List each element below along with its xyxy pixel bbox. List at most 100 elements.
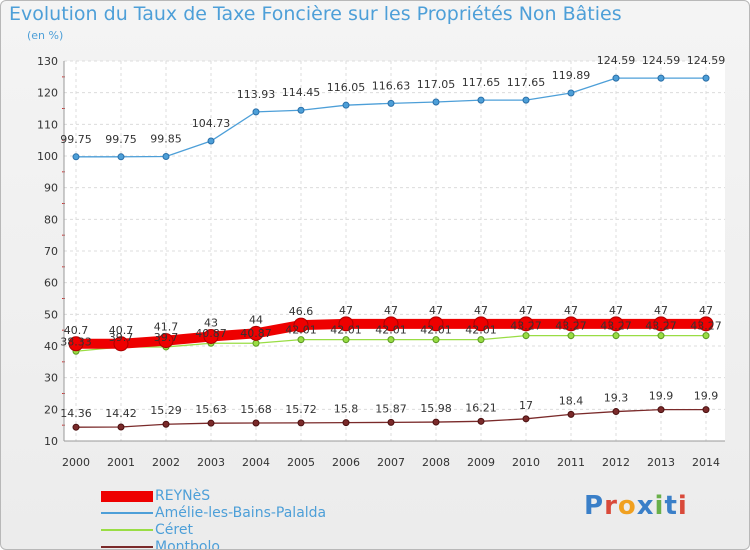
data-label-am-lie-les-bains-palalda: 113.93 (237, 88, 276, 101)
data-point-am-lie-les-bains-palalda (252, 108, 260, 116)
y-tick-label: 60 (44, 277, 58, 290)
y-tick-label: 70 (44, 245, 58, 258)
data-label-c-ret: 42.01 (375, 324, 407, 337)
x-tick-label: 2004 (242, 456, 270, 469)
data-label-am-lie-les-bains-palalda: 116.05 (327, 81, 366, 94)
data-label-reyn-s: 47 (654, 304, 668, 317)
data-label-c-ret: 39.7 (154, 331, 179, 344)
data-point-am-lie-les-bains-palalda (567, 89, 575, 97)
x-tick-label: 2008 (422, 456, 450, 469)
data-point-reyn-s (158, 333, 174, 349)
legend-label: Céret (155, 522, 193, 538)
data-label-montbolo: 14.42 (105, 407, 137, 420)
data-label-c-ret: 43.27 (645, 320, 677, 333)
data-point-c-ret (432, 336, 440, 344)
data-point-montbolo (522, 415, 530, 423)
data-label-am-lie-les-bains-palalda: 99.75 (105, 133, 137, 146)
data-label-montbolo: 14.36 (60, 407, 92, 420)
data-label-montbolo: 15.98 (420, 402, 452, 415)
data-point-am-lie-les-bains-palalda (657, 74, 665, 82)
data-label-c-ret: 42.01 (420, 324, 452, 337)
data-point-montbolo (387, 418, 395, 426)
data-point-c-ret (702, 332, 710, 340)
data-label-montbolo: 19.3 (604, 392, 629, 405)
x-tick-label: 2007 (377, 456, 405, 469)
data-point-reyn-s (698, 316, 714, 332)
data-point-montbolo (702, 406, 710, 414)
data-point-am-lie-les-bains-palalda (207, 137, 215, 145)
x-tick-label: 2009 (467, 456, 495, 469)
data-point-c-ret (567, 332, 575, 340)
logo-letter: i (654, 491, 665, 521)
y-tick-label: 20 (44, 403, 58, 416)
y-tick-label: 50 (44, 308, 58, 321)
data-point-montbolo (117, 423, 125, 431)
data-label-montbolo: 15.8 (334, 403, 359, 416)
data-label-reyn-s: 47 (519, 304, 533, 317)
data-point-am-lie-les-bains-palalda (72, 153, 80, 161)
y-tick-label: 40 (44, 340, 58, 353)
legend-item: REYNèS (101, 488, 210, 504)
x-tick-label: 2001 (107, 456, 135, 469)
data-label-reyn-s: 44 (249, 313, 263, 326)
legend-item: Montbolo (101, 539, 220, 550)
data-point-reyn-s (608, 316, 624, 332)
data-point-am-lie-les-bains-palalda (477, 96, 485, 104)
legend-swatch (101, 490, 153, 502)
data-label-am-lie-les-bains-palalda: 124.59 (642, 54, 681, 67)
data-label-am-lie-les-bains-palalda: 114.45 (282, 86, 321, 99)
y-tick-label: 10 (44, 435, 58, 448)
data-label-reyn-s: 41.7 (154, 321, 179, 334)
data-point-reyn-s (293, 317, 309, 333)
legend-swatch (101, 512, 153, 514)
data-point-reyn-s (653, 316, 669, 332)
data-point-reyn-s (383, 316, 399, 332)
data-point-am-lie-les-bains-palalda (297, 106, 305, 114)
data-label-montbolo: 19.9 (694, 390, 719, 403)
data-point-reyn-s (563, 316, 579, 332)
legend-label: REYNèS (155, 488, 211, 504)
data-point-am-lie-les-bains-palalda (117, 153, 125, 161)
chart-title: Evolution du Taux de Taxe Foncière sur l… (9, 3, 622, 25)
data-label-reyn-s: 47 (609, 304, 623, 317)
data-point-reyn-s (203, 329, 219, 344)
data-point-montbolo (567, 410, 575, 418)
logo-letter: o (617, 491, 637, 521)
x-tick-label: 2011 (557, 456, 585, 469)
data-label-am-lie-les-bains-palalda: 104.73 (192, 117, 231, 130)
data-point-reyn-s (113, 336, 129, 352)
data-label-c-ret: 43.27 (600, 320, 632, 333)
data-point-montbolo (657, 406, 665, 414)
data-label-c-ret: 40.87 (195, 327, 227, 340)
data-label-c-ret: 43.27 (510, 320, 542, 333)
data-label-c-ret: 40.87 (240, 327, 272, 340)
data-point-c-ret (297, 336, 305, 344)
legend-swatch (101, 529, 153, 531)
data-label-montbolo: 15.63 (195, 403, 227, 416)
data-label-montbolo: 18.4 (559, 394, 584, 407)
data-label-reyn-s: 47 (564, 304, 578, 317)
logo-letter: r (604, 491, 618, 521)
data-point-reyn-s (473, 316, 489, 332)
data-point-reyn-s (518, 316, 534, 332)
data-label-reyn-s: 40.7 (64, 324, 89, 337)
y-tick-label: 110 (37, 118, 58, 131)
data-label-am-lie-les-bains-palalda: 99.85 (150, 132, 182, 145)
data-label-montbolo: 16.21 (465, 401, 497, 414)
data-label-am-lie-les-bains-palalda: 117.65 (507, 76, 546, 89)
legend-swatch (101, 546, 153, 548)
data-label-am-lie-les-bains-palalda: 116.63 (372, 79, 411, 92)
data-label-am-lie-les-bains-palalda: 99.75 (60, 133, 92, 146)
data-point-montbolo (252, 419, 260, 427)
data-label-reyn-s: 47 (339, 304, 353, 317)
legend-item: Amélie-les-Bains-Palalda (101, 505, 326, 521)
data-point-am-lie-les-bains-palalda (342, 101, 350, 109)
legend-label: Montbolo (155, 539, 220, 550)
data-label-montbolo: 15.68 (240, 403, 272, 416)
y-tick-label: 90 (44, 182, 58, 195)
x-tick-label: 2002 (152, 456, 180, 469)
data-label-c-ret: 39.7 (109, 331, 134, 344)
legend-label: Amélie-les-Bains-Palalda (155, 505, 327, 521)
data-point-montbolo (612, 408, 620, 416)
x-tick-label: 2005 (287, 456, 315, 469)
